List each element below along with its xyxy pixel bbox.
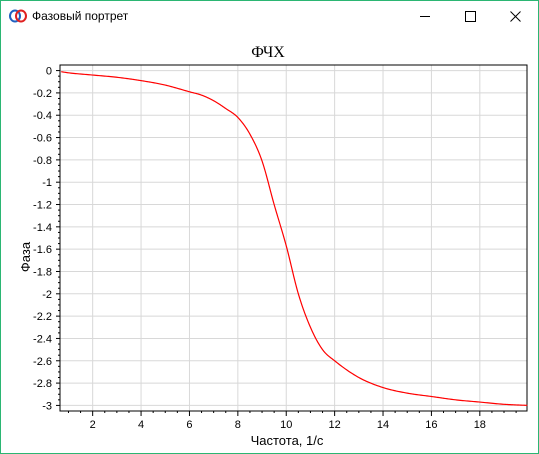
window-title: Фазовый портрет <box>32 9 129 23</box>
x-axis-label: Частота, 1/с <box>251 433 324 448</box>
x-tick-label: 2 <box>90 419 96 431</box>
y-tick-label: -0.2 <box>33 88 52 100</box>
y-tick-label: -2.4 <box>33 333 52 345</box>
y-tick-label: -2.8 <box>33 378 52 390</box>
x-tick-label: 6 <box>186 419 192 431</box>
x-tick-label: 4 <box>138 419 144 431</box>
title-bar[interactable]: Фазовый портрет <box>1 1 538 32</box>
chart-area: 0 -0.2 -0.4 -0.6 -0.8 -1 -1.2 -1.4 -1.6 -1.8 -2 -2.… <box>1 32 538 453</box>
y-tick-label: -2.6 <box>33 356 52 368</box>
grid <box>60 65 527 411</box>
series <box>60 71 528 406</box>
chart-title: ФЧХ <box>251 44 285 61</box>
x-tick-label: 14 <box>377 419 389 431</box>
y-tick-label: -2.2 <box>33 311 52 323</box>
minimize-icon <box>420 16 430 17</box>
x-tick-label: 18 <box>474 419 486 431</box>
tick-labels: 0 -0.2 -0.4 -0.6 -0.8 -1 -1.2 -1.4 -1.6 -1.8 -2 -2.… <box>33 66 486 431</box>
close-button[interactable] <box>493 1 538 32</box>
y-tick-label: -0.6 <box>33 133 52 145</box>
y-tick-label: -1.6 <box>33 244 52 256</box>
axis-ticks <box>56 70 517 416</box>
y-tick-label: -1.8 <box>33 266 52 278</box>
x-tick-label: 16 <box>425 419 437 431</box>
y-tick-label: -1 <box>42 177 52 189</box>
x-tick-label: 8 <box>235 419 241 431</box>
x-tick-label: 12 <box>329 419 341 431</box>
y-tick-label: -3 <box>42 400 52 412</box>
phase-curve <box>60 71 528 406</box>
y-tick-label: -1.4 <box>33 222 52 234</box>
y-tick-label: -0.8 <box>33 155 52 167</box>
y-tick-label: -1.2 <box>33 200 52 212</box>
x-tick-label: 10 <box>280 419 292 431</box>
maximize-icon <box>465 11 476 22</box>
phase-response-chart: 0 -0.2 -0.4 -0.6 -0.8 -1 -1.2 -1.4 -1.6 -1.8 -2 -2.… <box>18 44 528 448</box>
maximize-button[interactable] <box>448 1 493 32</box>
y-tick-label: -0.4 <box>33 110 52 122</box>
plot-frame <box>59 64 528 412</box>
minimize-button[interactable] <box>403 1 448 32</box>
y-axis-label: Фаза <box>18 241 33 272</box>
y-tick-label: -2 <box>42 289 52 301</box>
phase-portrait-app-icon <box>9 9 27 23</box>
y-tick-label: 0 <box>46 66 52 78</box>
close-icon <box>510 11 521 22</box>
